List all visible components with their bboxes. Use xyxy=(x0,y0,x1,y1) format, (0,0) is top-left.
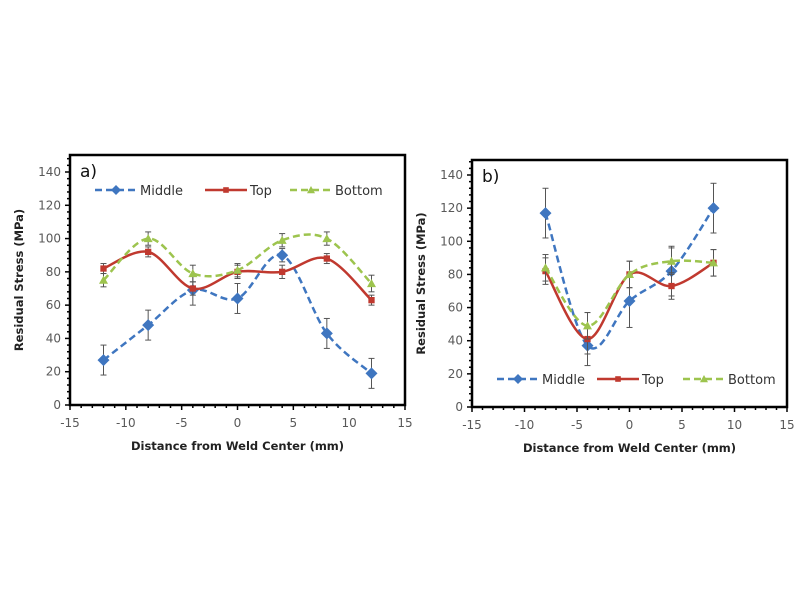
data-point xyxy=(233,265,242,274)
data-point xyxy=(143,234,153,243)
y-tick-label: 40 xyxy=(448,334,463,348)
legend-marker xyxy=(223,187,229,193)
x-tick-label: 5 xyxy=(290,416,298,430)
data-point xyxy=(583,321,592,330)
legend-label: Middle xyxy=(542,373,585,388)
data-point xyxy=(277,235,287,244)
x-tick-label: 0 xyxy=(626,418,634,432)
data-point xyxy=(541,263,550,272)
data-point xyxy=(189,285,196,292)
legend-item-top: Top xyxy=(597,373,664,388)
y-tick-label: 80 xyxy=(46,265,61,279)
panel-label: b) xyxy=(482,167,499,187)
data-point xyxy=(368,297,375,304)
data-point xyxy=(709,258,718,267)
data-point xyxy=(145,248,152,256)
legend-marker xyxy=(513,374,523,384)
data-point xyxy=(539,207,552,220)
chart-panel-b: -15 -10 -5 0 5 10 15 0 20 40 60 80 100 120 140 Distance… xyxy=(414,158,795,455)
data-point xyxy=(323,255,330,262)
y-tick-label: 140 xyxy=(440,168,463,182)
data-point xyxy=(142,319,155,332)
y-tick-label: 60 xyxy=(448,301,463,315)
x-tick-label: -15 xyxy=(60,416,80,430)
y-tick-label: 80 xyxy=(448,267,463,281)
legend-item-middle: Middle xyxy=(95,184,183,199)
data-point xyxy=(320,327,333,340)
legend-item-bottom: Bottom xyxy=(683,373,776,388)
legend-marker xyxy=(700,375,708,383)
data-point xyxy=(231,292,244,305)
legend-marker xyxy=(307,186,315,194)
data-point xyxy=(623,294,636,307)
y-tick-label: 100 xyxy=(38,232,61,246)
y-tick-label: 60 xyxy=(46,298,61,312)
data-point xyxy=(322,234,332,243)
chart-panel-a: -15 -10 -5 0 5 10 15 0 20 40 60 80 100 120 140 Distance… xyxy=(12,153,413,453)
x-axis-label: Distance from Weld Center (mm) xyxy=(131,439,344,453)
y-tick-label: 120 xyxy=(38,198,61,212)
legend-label: Top xyxy=(249,184,272,199)
panel-label: a) xyxy=(80,162,97,182)
legend-item-top: Top xyxy=(205,184,272,199)
data-point xyxy=(668,282,675,290)
data-point xyxy=(188,269,198,278)
y-tick-label: 20 xyxy=(46,365,61,379)
y-axis-label: Residual Stress (MPa) xyxy=(414,212,428,354)
data-point xyxy=(276,249,289,262)
y-tick-label: 100 xyxy=(440,234,463,248)
x-tick-label: 10 xyxy=(342,416,357,430)
x-tick-label: -10 xyxy=(515,418,535,432)
y-tick-label: 20 xyxy=(448,367,463,381)
series-bottom xyxy=(99,231,376,293)
series-line xyxy=(544,207,715,350)
legend-label: Bottom xyxy=(728,373,776,388)
data-point xyxy=(99,275,108,284)
data-point xyxy=(279,268,286,276)
data-point xyxy=(625,269,634,279)
data-point xyxy=(365,367,378,380)
data-point xyxy=(667,256,676,265)
legend-item-middle: Middle xyxy=(497,373,585,388)
x-tick-label: -5 xyxy=(176,416,188,430)
data-point xyxy=(97,354,110,367)
series-middle xyxy=(539,182,720,355)
x-tick-label: 15 xyxy=(397,416,412,430)
x-tick-label: 0 xyxy=(234,416,242,430)
data-point xyxy=(100,265,107,272)
y-tick-label: 120 xyxy=(440,201,463,215)
legend-item-bottom: Bottom xyxy=(290,184,383,199)
legend-label: Top xyxy=(641,373,664,388)
legend-marker xyxy=(111,185,121,195)
y-tick-label: 0 xyxy=(455,400,463,414)
series-bottom xyxy=(541,247,718,340)
x-axis-label: Distance from Weld Center (mm) xyxy=(523,441,736,455)
x-tick-label: 15 xyxy=(779,418,794,432)
legend-label: Middle xyxy=(140,184,183,199)
x-tick-label: -5 xyxy=(571,418,583,432)
x-tick-label: 10 xyxy=(727,418,742,432)
data-point xyxy=(367,279,376,288)
legend-marker xyxy=(615,376,621,382)
y-axis-label: Residual Stress (MPa) xyxy=(12,209,26,351)
x-tick-label: -15 xyxy=(462,418,482,432)
x-tick-label: 5 xyxy=(678,418,686,432)
data-point xyxy=(707,202,720,215)
x-tick-label: -10 xyxy=(116,416,136,430)
y-tick-label: 140 xyxy=(38,165,61,179)
y-tick-label: 0 xyxy=(53,398,61,412)
y-tick-label: 40 xyxy=(46,331,61,345)
legend-label: Bottom xyxy=(335,184,383,199)
